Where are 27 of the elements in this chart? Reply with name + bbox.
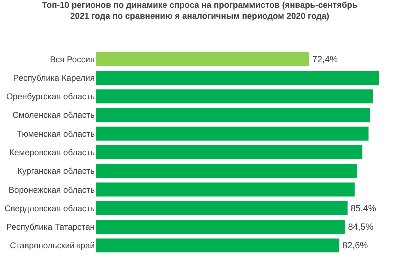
bar bbox=[96, 108, 370, 122]
y-tick-label: Воронежская область bbox=[8, 184, 96, 195]
y-tick-label: Республика Карелия bbox=[13, 72, 96, 83]
y-tick-label: Оренбургская область bbox=[6, 92, 96, 102]
y-tick-label: Ставропольский край bbox=[10, 240, 96, 251]
y-tick-label: Тюменская область bbox=[17, 128, 96, 139]
bar bbox=[96, 90, 374, 104]
bar bbox=[96, 52, 310, 66]
bar bbox=[96, 164, 358, 178]
y-tick-label: Курганская область bbox=[18, 166, 96, 176]
bar bbox=[96, 182, 355, 197]
chart-title: Топ-10 регионов по динамике спроса на программистов (январь-сентябрь 2021 года по сравнению я аналогичным периодом 2020 года) bbox=[42, 0, 358, 22]
bar bbox=[96, 238, 340, 253]
bar bbox=[96, 126, 369, 141]
bar bbox=[96, 201, 348, 216]
y-tick-label: Свердловская область bbox=[4, 203, 96, 214]
y-tick-label: Вся Россия bbox=[50, 54, 96, 64]
y-tick-label: Республика Татарстан bbox=[6, 222, 96, 232]
bar bbox=[96, 146, 363, 160]
y-tick-label: Смоленская область bbox=[12, 110, 96, 120]
y-tick-label: Кемеровская область bbox=[10, 147, 96, 158]
bar bbox=[96, 70, 380, 85]
data-label: 72,4% bbox=[312, 54, 338, 64]
bar bbox=[96, 220, 346, 234]
data-label: 85,4% bbox=[350, 203, 376, 214]
data-label: 84,5% bbox=[348, 222, 374, 232]
data-label: 82,6% bbox=[342, 240, 368, 251]
